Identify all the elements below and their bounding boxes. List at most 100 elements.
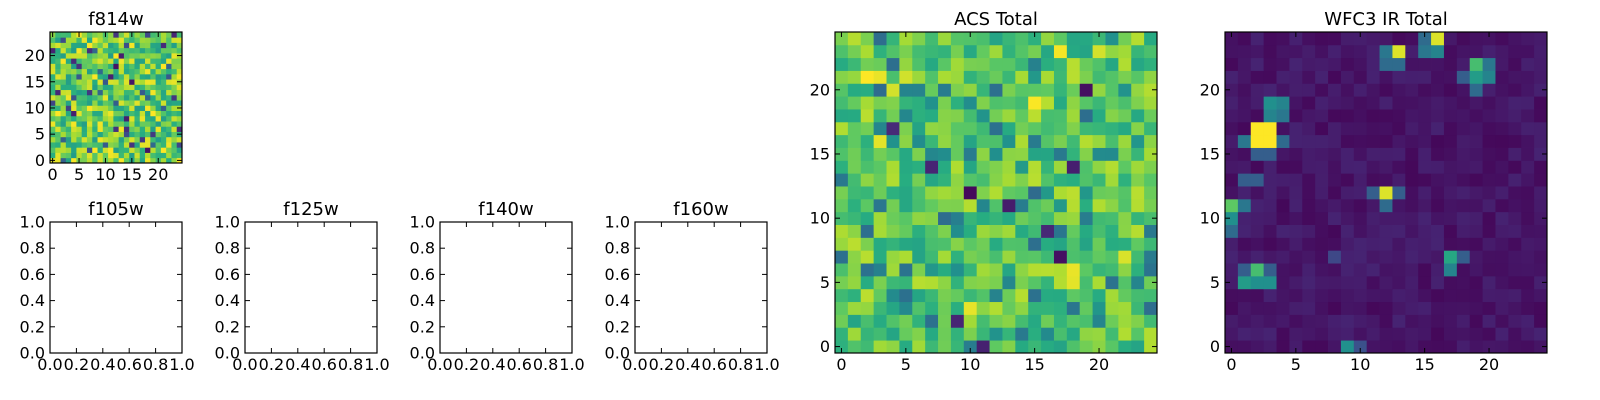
heatmap-cell <box>1366 160 1380 174</box>
heatmap-cell <box>92 73 98 80</box>
heatmap-cell <box>171 147 178 153</box>
heatmap-cell <box>123 152 130 159</box>
axes-frame <box>634 221 768 354</box>
heatmap-cell <box>1225 250 1239 264</box>
heatmap-cell <box>1482 327 1496 341</box>
heatmap-cell <box>1456 147 1471 161</box>
heatmap-cell <box>97 37 104 43</box>
heatmap-cell <box>847 211 862 225</box>
heatmap-cell <box>1289 250 1303 264</box>
heatmap-cell <box>171 84 178 91</box>
heatmap-cell <box>1508 224 1522 238</box>
heatmap-cell <box>129 152 135 159</box>
heatmap-cell <box>123 58 130 64</box>
heatmap-cell <box>1315 314 1329 328</box>
heatmap-cell <box>171 73 178 80</box>
heatmap-cell <box>1366 250 1380 264</box>
heatmap-cell <box>1392 340 1406 354</box>
heatmap-cell <box>1366 314 1380 328</box>
heatmap-cell <box>1066 340 1081 354</box>
heatmap-cell <box>1105 186 1119 200</box>
heatmap-cell <box>1028 314 1042 328</box>
heatmap-cell <box>860 211 875 225</box>
heatmap-cell <box>92 142 98 148</box>
heatmap-cell <box>76 63 83 70</box>
heatmap-cell <box>925 134 939 148</box>
heatmap-cell <box>1131 340 1145 354</box>
heatmap-cell <box>1002 237 1016 251</box>
heatmap-cell <box>92 37 98 43</box>
heatmap-cell <box>1002 32 1016 46</box>
heatmap-cell <box>118 89 125 96</box>
heatmap-cell <box>55 152 61 159</box>
heatmap-cell <box>1443 340 1458 354</box>
heatmap-cell <box>912 263 926 277</box>
heatmap-cell <box>912 314 926 328</box>
heatmap-cell <box>1263 198 1277 213</box>
heatmap-cell <box>134 79 141 85</box>
heatmap-cell <box>1105 340 1119 354</box>
heatmap-cell <box>71 105 77 111</box>
heatmap-cell <box>1015 301 1029 315</box>
heatmap-cell <box>886 224 900 238</box>
heatmap-cell <box>976 96 990 110</box>
heatmap-cell <box>1340 288 1355 303</box>
heatmap-cell <box>1015 44 1029 59</box>
heatmap-cell <box>1066 288 1081 303</box>
heatmap-cell <box>176 58 183 64</box>
heatmap-cell <box>1328 173 1342 187</box>
heatmap-cell <box>886 83 900 97</box>
heatmap-cell <box>65 42 72 49</box>
heatmap-cell <box>155 47 162 54</box>
heatmap-cell <box>989 340 1003 354</box>
heatmap-cell <box>860 198 875 213</box>
heatmap-cell <box>1028 70 1042 84</box>
heatmap-cell <box>1521 96 1535 110</box>
heatmap-cell <box>81 89 88 96</box>
heatmap-cell <box>1118 301 1132 315</box>
heatmap-cell <box>1482 83 1496 97</box>
heatmap-cell <box>86 126 93 132</box>
heatmap-cell <box>145 68 151 75</box>
heatmap-cell <box>1237 224 1252 238</box>
heatmap-cell <box>160 68 167 75</box>
heatmap-cell <box>1340 198 1355 213</box>
heatmap-cell <box>1495 173 1509 187</box>
x-tick-label: 0.8 <box>728 355 753 374</box>
heatmap-cell <box>76 73 83 80</box>
heatmap-cell <box>166 42 172 49</box>
heatmap-cell <box>886 121 900 136</box>
heatmap-cell <box>925 121 939 136</box>
heatmap-cell <box>1263 70 1277 84</box>
heatmap-cell <box>1340 263 1355 277</box>
heatmap-cell <box>925 83 939 97</box>
heatmap-cell <box>139 142 146 148</box>
heatmap-cell <box>873 211 887 225</box>
heatmap-cell <box>76 37 83 43</box>
heatmap-cell <box>1534 224 1548 238</box>
heatmap-cell <box>1131 211 1145 225</box>
heatmap-cell <box>1028 173 1042 187</box>
heatmap-cell <box>1302 314 1316 328</box>
heatmap-cell <box>145 47 151 54</box>
heatmap-cell <box>1092 160 1106 174</box>
heatmap-cell <box>97 32 104 38</box>
heatmap-cell <box>118 52 125 59</box>
heatmap-cell <box>1118 70 1132 84</box>
heatmap-cell <box>1053 121 1068 136</box>
heatmap-cell <box>1118 250 1132 264</box>
heatmap-cell <box>1431 327 1445 341</box>
heatmap-cell <box>81 115 88 122</box>
heatmap-cell <box>1131 70 1145 84</box>
heatmap-cell <box>1340 96 1355 110</box>
heatmap-cell <box>97 94 104 101</box>
heatmap-cell <box>1066 275 1081 290</box>
heatmap-cell <box>55 32 61 38</box>
heatmap-cell <box>1066 83 1081 97</box>
x-tick-label: 1.0 <box>169 355 194 374</box>
heatmap-cell <box>1469 147 1483 161</box>
heatmap-cell <box>1315 44 1329 59</box>
heatmap-cell <box>1118 224 1132 238</box>
heatmap-cell <box>1041 211 1055 225</box>
